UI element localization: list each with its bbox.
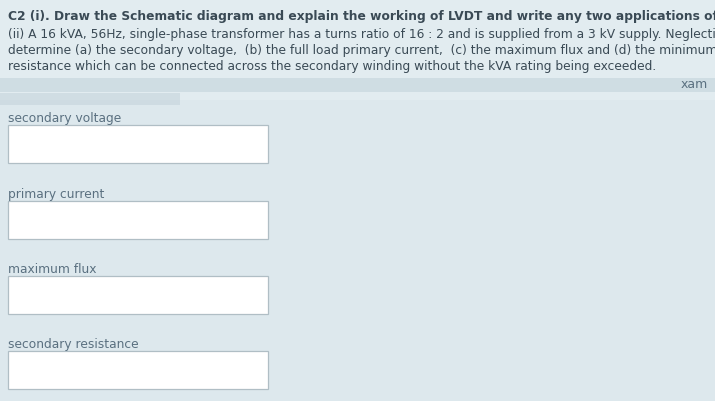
- Bar: [0, 0, 715, 100]
- Text: primary current: primary current: [8, 188, 104, 201]
- Bar: [0, 78, 715, 92]
- Text: C2 (i). Draw the Schematic diagram and explain the working of LVDT and write any: C2 (i). Draw the Schematic diagram and e…: [8, 10, 715, 23]
- Text: resistance which can be connected across the secondary winding without the kVA r: resistance which can be connected across…: [8, 60, 656, 73]
- Bar: [8, 201, 268, 239]
- Text: determine (a) the secondary voltage,  (b) the full load primary current,  (c) th: determine (a) the secondary voltage, (b)…: [8, 44, 715, 57]
- Text: xam: xam: [681, 79, 708, 91]
- Bar: [8, 276, 268, 314]
- Bar: [0, 93, 180, 105]
- Bar: [8, 125, 268, 163]
- Text: (ii) A 16 kVA, 56Hz, single-phase transformer has a turns ratio of 16 : 2 and is: (ii) A 16 kVA, 56Hz, single-phase transf…: [8, 28, 715, 41]
- Text: maximum flux: maximum flux: [8, 263, 97, 276]
- Bar: [8, 351, 268, 389]
- Text: secondary resistance: secondary resistance: [8, 338, 139, 351]
- Text: secondary voltage: secondary voltage: [8, 112, 122, 125]
